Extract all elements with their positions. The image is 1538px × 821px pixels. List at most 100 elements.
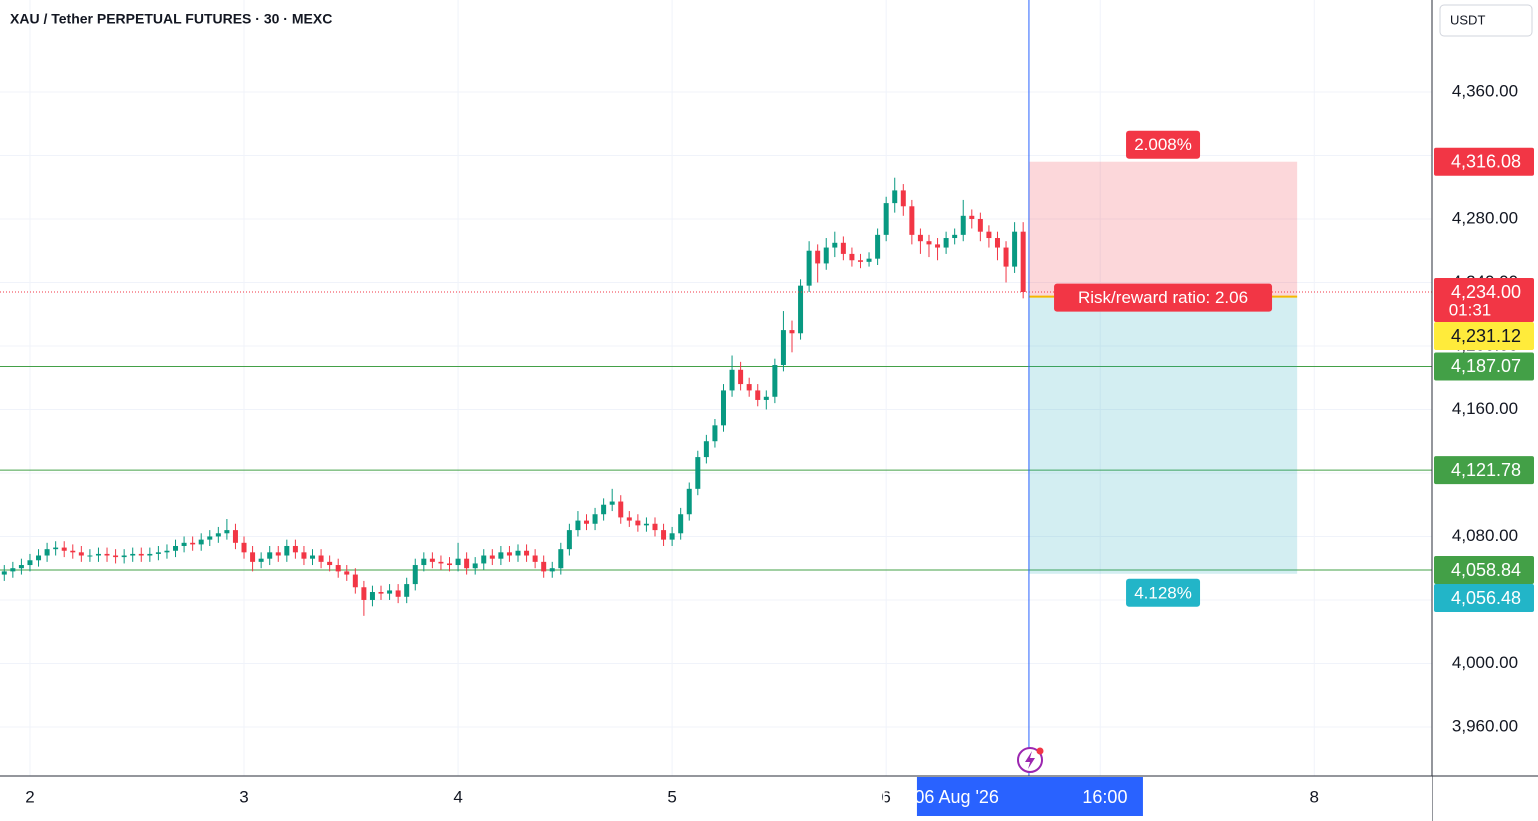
candle-body <box>215 533 221 537</box>
candle-body <box>464 558 470 569</box>
candle-body <box>53 547 59 550</box>
candle-body <box>412 565 418 585</box>
candle-body <box>960 215 966 235</box>
crosshair-date-box <box>916 777 1143 816</box>
hline-price-box <box>1434 352 1534 381</box>
y-tick-label: 4,080.00 <box>1452 526 1518 545</box>
last-price-countdown: 01:31 <box>1449 300 1492 319</box>
candle-body <box>643 523 649 526</box>
last-price: 4,234.00 <box>1451 282 1521 302</box>
stop-pct: 2.008% <box>1134 135 1192 154</box>
candle-body <box>284 545 290 556</box>
candle-body <box>815 250 821 264</box>
x-tick-label: 8 <box>1310 787 1319 806</box>
candle-body <box>27 560 33 566</box>
candle-body <box>472 563 478 569</box>
candle-body <box>352 574 358 588</box>
candle-body <box>395 590 401 597</box>
x-tick-label: 2 <box>25 787 34 806</box>
candle-body <box>310 555 316 559</box>
stop-price-box <box>1434 147 1534 176</box>
candle-body <box>926 241 932 245</box>
candle-body <box>909 206 915 235</box>
candle-body <box>712 425 718 442</box>
candle-body <box>489 555 495 559</box>
y-tick-label: 4,160.00 <box>1452 399 1518 418</box>
hline-price-box <box>1434 556 1534 585</box>
candle-body <box>113 555 119 558</box>
candle-body <box>224 530 230 534</box>
candle-body <box>729 369 735 391</box>
stop-zone <box>1028 161 1298 297</box>
candle-body <box>746 384 752 391</box>
candle-body <box>164 550 170 553</box>
candle-body <box>36 555 42 561</box>
candle-body <box>583 520 589 524</box>
candle-body <box>335 565 341 572</box>
candle-body <box>943 238 949 248</box>
stop-pct-box <box>1126 130 1201 159</box>
entry-price-box <box>1434 322 1534 351</box>
hline-price-box <box>1434 456 1534 485</box>
candle-body <box>387 590 393 594</box>
candle-body <box>1012 231 1018 267</box>
candle-body <box>70 550 76 553</box>
candle-body <box>609 501 615 505</box>
candle-body <box>369 592 375 600</box>
candle-body <box>361 587 367 600</box>
currency-box[interactable] <box>1439 4 1533 37</box>
candle-body <box>626 517 632 521</box>
candle-body <box>883 203 889 235</box>
candle-body <box>969 215 975 219</box>
alert-icon[interactable] <box>1017 747 1044 773</box>
time-axis-bg <box>0 776 1432 821</box>
candle-body <box>541 561 547 572</box>
candle-body <box>549 568 555 572</box>
candle-body <box>635 520 641 526</box>
candle-body <box>190 542 196 545</box>
candle-body <box>661 530 667 540</box>
candle-body <box>892 190 898 204</box>
candle-body <box>575 520 581 531</box>
x-tick-label: 6 <box>881 787 890 806</box>
target-zone <box>1028 296 1298 574</box>
candle-body <box>327 561 333 566</box>
x-tick-label: 4 <box>453 787 462 806</box>
candle-body <box>832 242 838 248</box>
stop-price: 4,316.08 <box>1451 151 1521 171</box>
currency: USDT <box>1450 12 1485 27</box>
candle-body <box>155 552 161 554</box>
candle-body <box>686 488 692 515</box>
candle-body <box>207 536 213 540</box>
candle-body <box>18 565 24 569</box>
candle-body <box>10 568 16 572</box>
y-tick-label: 4,000.00 <box>1452 653 1518 672</box>
alert-dot <box>1036 747 1044 755</box>
candle-body <box>130 553 136 556</box>
candle-body <box>138 553 144 556</box>
candle-body <box>429 558 435 562</box>
alert-bolt <box>1025 751 1035 769</box>
candle-body <box>378 592 384 594</box>
candle-body <box>558 549 564 569</box>
entry-price: 4,231.12 <box>1451 326 1521 346</box>
x-tick-label: 3 <box>239 787 248 806</box>
candle-body <box>720 390 726 426</box>
target-price-box <box>1434 584 1534 613</box>
candle-body <box>241 542 247 553</box>
candle-body <box>404 584 410 597</box>
candle-body <box>250 552 256 562</box>
candle-body <box>669 533 675 540</box>
candle-body <box>301 552 307 559</box>
candle-body <box>104 553 110 556</box>
y-tick-label: 3,960.00 <box>1452 716 1518 735</box>
candle-body <box>515 550 521 556</box>
candle-body <box>532 555 538 562</box>
candle-body <box>592 514 598 524</box>
chart-title: XAU / Tether PERPETUAL FUTURES · 30 · ME… <box>10 11 332 27</box>
candle-body <box>986 231 992 239</box>
candle-body <box>935 244 941 248</box>
candle-body <box>763 396 769 400</box>
